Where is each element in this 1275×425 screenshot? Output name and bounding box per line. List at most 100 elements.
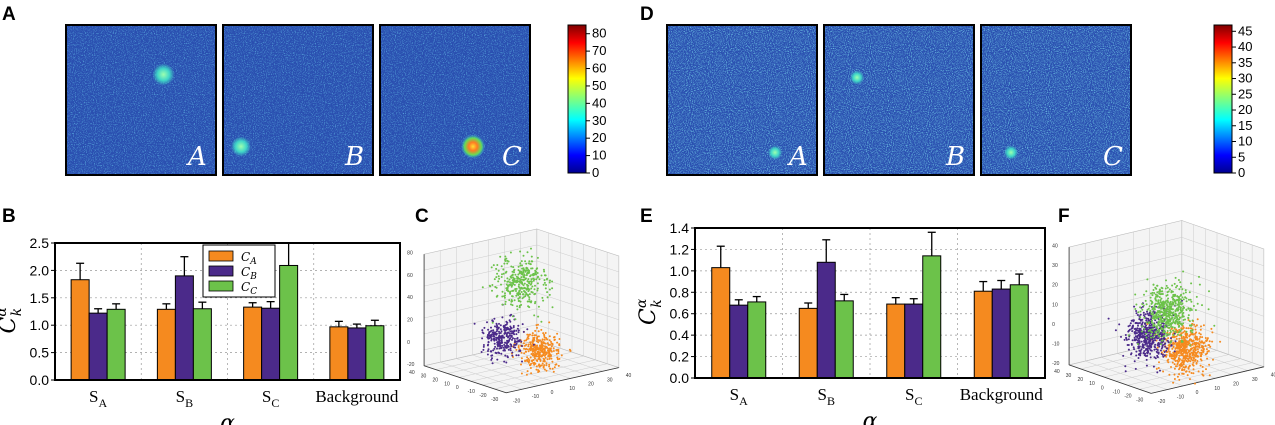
scatter-grid-line — [1181, 287, 1264, 317]
scatter-point — [1157, 334, 1160, 337]
scatter-point — [506, 331, 509, 334]
scatter-point — [1151, 306, 1154, 309]
scatter-point — [507, 336, 509, 339]
scatter-point — [527, 278, 530, 281]
scatter-point — [524, 269, 527, 272]
bar-C_C-Background — [1009, 284, 1029, 379]
scatter-point — [1165, 334, 1168, 337]
scatter-point — [1198, 337, 1201, 340]
scatter-point — [1153, 348, 1156, 351]
scatter-point — [510, 330, 513, 333]
scatter-point — [521, 264, 523, 267]
scatter-point — [1201, 336, 1204, 339]
scatter-point — [538, 358, 541, 361]
scatter-point — [1152, 336, 1155, 339]
scatter-z-tick: 20 — [1052, 283, 1058, 289]
heatmap-d-image-1: A — [666, 24, 818, 176]
scatter-point — [1163, 343, 1166, 346]
scatter-point — [540, 346, 543, 349]
scatter-point — [496, 347, 498, 350]
scatter-point — [1172, 381, 1175, 384]
legend-swatch — [208, 250, 234, 262]
scatter-point — [540, 320, 543, 323]
heatmap-d-image-border — [980, 24, 1132, 176]
scatter-grid-line — [424, 308, 537, 335]
scatter-point — [527, 361, 530, 364]
scatter-point — [1196, 302, 1199, 305]
scatter-point — [536, 282, 539, 285]
scatter-point — [520, 363, 522, 366]
scatter-point — [1147, 317, 1150, 320]
scatter-point — [528, 298, 531, 301]
scatter-point — [534, 355, 537, 358]
scatter-grid-line — [536, 260, 619, 289]
scatter-point — [548, 293, 551, 296]
scatter-point — [1173, 299, 1176, 302]
bar-chart-e: 0.0 0.2 0.4 0.6 0.8 1.0 1.2 1.4 SA SB SC Background… — [634, 220, 1046, 425]
scatter-point — [513, 333, 516, 336]
scatter-point — [1152, 330, 1155, 333]
scatter-point — [1178, 378, 1181, 381]
scatter-y-tick: 30 — [607, 377, 613, 383]
bar-C_A-S_A — [70, 279, 90, 381]
scatter-point — [534, 272, 536, 275]
scatter-point — [1134, 335, 1137, 338]
scatter-point — [531, 360, 534, 363]
scatter-point — [1171, 326, 1174, 329]
scatter-point — [1162, 355, 1165, 358]
scatter-point — [537, 369, 540, 372]
scatter-point — [532, 274, 535, 277]
scatter-point — [1206, 350, 1209, 353]
scatter-point — [1172, 346, 1175, 349]
scatter-point — [1159, 325, 1162, 328]
scatter-point — [1156, 317, 1158, 320]
scatter-point — [512, 325, 515, 327]
scatter-point — [535, 268, 538, 270]
scatter-point — [488, 334, 491, 337]
scatter-point — [1165, 309, 1168, 312]
scatter-point — [487, 341, 490, 343]
scatter-point — [495, 326, 498, 329]
scatter-point — [1189, 353, 1192, 356]
scatter-point — [531, 341, 534, 343]
scatter-point — [1199, 341, 1202, 344]
scatter-point — [547, 349, 549, 352]
scatter-point — [1168, 350, 1171, 353]
scatter-point — [1145, 317, 1148, 320]
scatter-point — [1146, 347, 1149, 350]
scatter-point — [530, 280, 533, 283]
y-axis-label: Cαk — [634, 298, 665, 325]
scatter-x-tick: 40 — [1054, 369, 1060, 375]
scatter-point — [1155, 313, 1158, 316]
scatter-point — [1149, 327, 1152, 329]
scatter-point — [500, 265, 503, 268]
scatter-point — [1194, 328, 1197, 331]
scatter-point — [1192, 368, 1195, 371]
scatter-point — [1141, 343, 1144, 346]
scatter-point — [1165, 347, 1168, 350]
heatmap-d-image-spot — [768, 145, 782, 160]
scatter-point — [525, 350, 527, 353]
scatter-point — [1177, 299, 1180, 302]
scatter-point — [1170, 327, 1173, 330]
scatter-point — [1208, 340, 1211, 343]
scatter-point — [1151, 328, 1154, 331]
scatter-point — [1182, 362, 1185, 365]
scatter-point — [1168, 333, 1171, 336]
scatter-point — [502, 268, 505, 271]
scatter-point — [539, 360, 542, 362]
scatter-point — [1187, 307, 1190, 310]
scatter-point — [1160, 307, 1162, 310]
scatter-point — [1182, 298, 1185, 301]
scatter-point — [1128, 328, 1131, 331]
scatter-point — [1154, 343, 1157, 346]
y-tick-label: 0.0 — [670, 370, 690, 386]
bar-C_C-S_C — [279, 264, 299, 381]
scatter-point — [1209, 345, 1212, 348]
scatter-point — [543, 348, 546, 351]
scatter-x-tick: -20 — [1124, 393, 1131, 399]
scatter-point — [553, 339, 556, 341]
scatter-point — [1169, 312, 1172, 314]
scatter-point — [1202, 345, 1205, 348]
scatter-point — [1151, 311, 1154, 314]
